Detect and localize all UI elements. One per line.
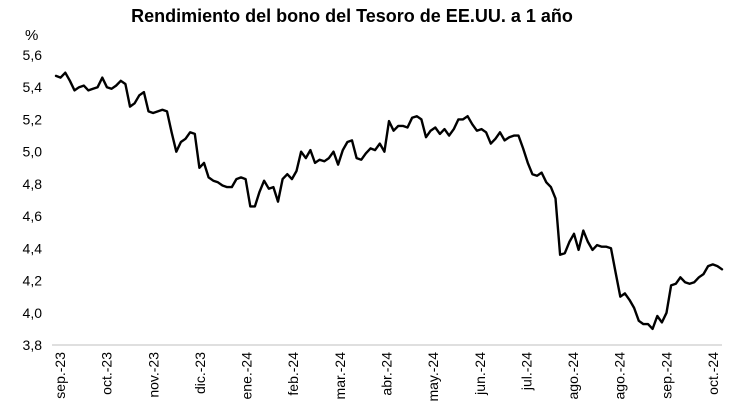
x-tick-label: dic.-23 — [192, 352, 208, 394]
x-tick-label: sep.-24 — [658, 352, 674, 399]
x-axis-ticks: sep.-23 oct.-23 nov.-23 dic.-23 ene.-24 feb.-… — [52, 352, 721, 402]
chart-title: Rendimiento del bono del Tesoro de EE.UU… — [131, 6, 573, 26]
y-tick-label: 5,0 — [23, 144, 43, 160]
y-tick-label: 4,2 — [23, 273, 43, 289]
x-tick-label: mar.-24 — [332, 352, 348, 400]
x-tick-label: may.-24 — [425, 352, 441, 402]
y-tick-label: 4,0 — [23, 305, 43, 321]
x-tick-label: sep.-23 — [52, 352, 68, 399]
x-tick-label: ago.-24 — [565, 352, 581, 400]
x-tick-label: oct.-24 — [705, 352, 721, 395]
x-tick-label: ago.-24 — [612, 352, 628, 400]
y-tick-label: 5,2 — [23, 111, 43, 127]
series-line — [54, 71, 724, 331]
y-tick-label: 4,6 — [23, 208, 43, 224]
x-tick-label: ene.-24 — [239, 352, 255, 400]
y-tick-label: 4,4 — [23, 240, 43, 256]
y-axis-ticks: 3,8 4,0 4,2 4,4 4,6 4,8 5,0 5,2 5,4 5,6 — [23, 47, 43, 353]
y-tick-label: 4,8 — [23, 176, 43, 192]
x-tick-label: feb.-24 — [285, 352, 301, 396]
y-tick-label: 3,8 — [23, 337, 43, 353]
x-tick-label: abr.-24 — [379, 352, 395, 396]
x-tick-label: jul.-24 — [518, 352, 534, 391]
y-axis-unit-label: % — [25, 27, 38, 44]
y-tick-label: 5,4 — [23, 79, 43, 95]
y-tick-label: 5,6 — [23, 47, 43, 63]
x-tick-label: jun.-24 — [472, 352, 488, 396]
x-tick-label: oct.-23 — [99, 352, 115, 395]
x-tick-label: nov.-23 — [145, 352, 161, 398]
